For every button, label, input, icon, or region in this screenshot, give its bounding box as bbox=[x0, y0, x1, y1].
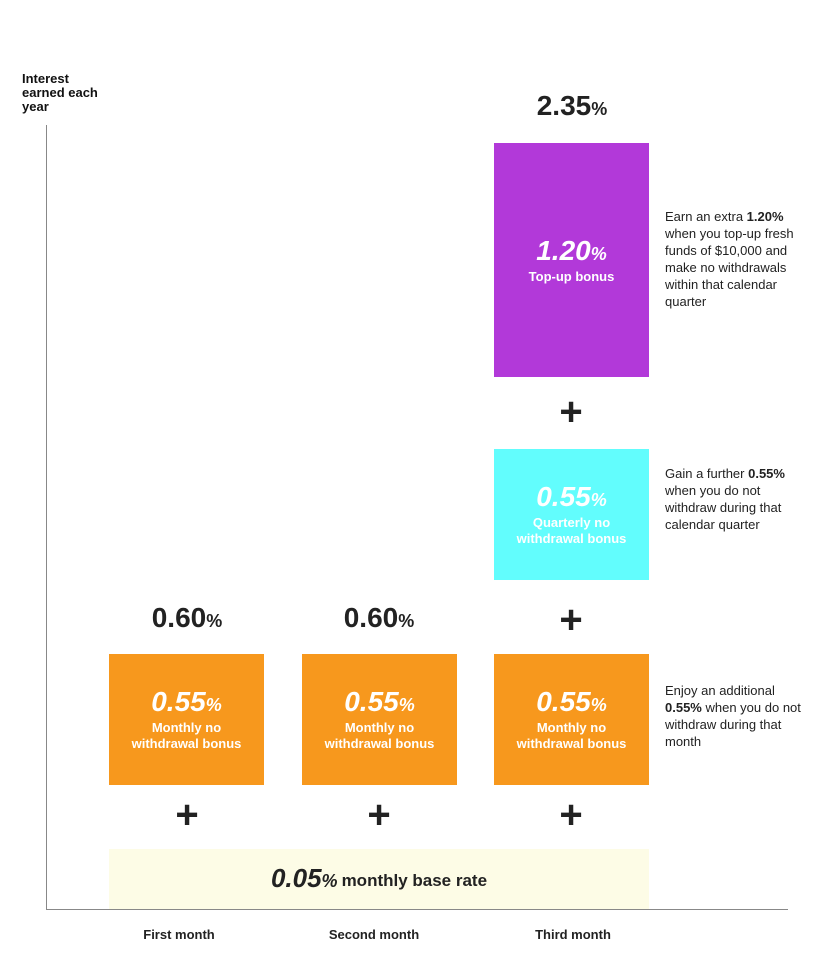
y-axis-line bbox=[46, 125, 47, 909]
bar-label: Quarterly no withdrawal bonus bbox=[516, 515, 627, 546]
total-value: 2.35 bbox=[536, 90, 592, 121]
x-tick-third-month: Third month bbox=[535, 927, 611, 942]
bar-monthly-bonus-second-month: 0.55% Monthly no withdrawal bonus bbox=[302, 654, 457, 785]
bar-value: 0.55% bbox=[536, 686, 607, 717]
bar-topup-bonus-third-month: 1.20% Top-up bonus bbox=[494, 143, 649, 377]
bar-monthly-bonus-third-month: 0.55% Monthly no withdrawal bonus bbox=[494, 654, 649, 785]
plus-sign: + bbox=[559, 793, 583, 837]
bar-monthly-base-rate: 0.05% monthly base rate bbox=[109, 849, 649, 909]
bar-quarterly-bonus-third-month: 0.55% Quarterly no withdrawal bonus bbox=[494, 449, 649, 580]
total-unit: % bbox=[591, 99, 608, 119]
bar-value: 0.05% bbox=[270, 862, 338, 893]
plus-sign: + bbox=[559, 390, 583, 434]
x-tick-first-month: First month bbox=[143, 927, 215, 942]
total-third-month: 2.35% bbox=[494, 90, 650, 122]
bar-label: Monthly no withdrawal bonus bbox=[131, 720, 242, 751]
y-axis-label: Interest earned each year bbox=[22, 71, 98, 114]
bar-value: 1.20% bbox=[536, 234, 607, 266]
bar-label: Top-up bonus bbox=[528, 268, 615, 284]
bar-value: 0.55% bbox=[344, 686, 415, 717]
bar-value: 0.55% bbox=[536, 481, 607, 512]
plus-sign: + bbox=[367, 793, 391, 837]
bar-label: monthly base rate bbox=[341, 871, 488, 890]
plus-sign: + bbox=[559, 598, 583, 642]
note-monthly-bonus: Enjoy an additional 0.55% when you do no… bbox=[665, 683, 801, 749]
total-value: 0.60 bbox=[151, 602, 207, 633]
total-value: 0.60 bbox=[343, 602, 399, 633]
x-axis-line bbox=[46, 909, 788, 910]
bar-monthly-bonus-first-month: 0.55% Monthly no withdrawal bonus bbox=[109, 654, 264, 785]
plus-sign: + bbox=[175, 793, 199, 837]
x-tick-second-month: Second month bbox=[328, 927, 420, 942]
bar-label: Monthly no withdrawal bonus bbox=[324, 720, 435, 751]
bar-value: 0.55% bbox=[151, 686, 222, 717]
total-first-month: 0.60% bbox=[109, 602, 265, 634]
note-quarterly-bonus: Gain a further 0.55% when you do not wit… bbox=[665, 466, 785, 532]
total-unit: % bbox=[398, 611, 415, 631]
total-unit: % bbox=[206, 611, 223, 631]
bar-label: Monthly no withdrawal bonus bbox=[516, 720, 627, 751]
note-topup-bonus: Earn an extra 1.20% when you top-up fres… bbox=[665, 209, 794, 309]
total-second-month: 0.60% bbox=[301, 602, 457, 634]
